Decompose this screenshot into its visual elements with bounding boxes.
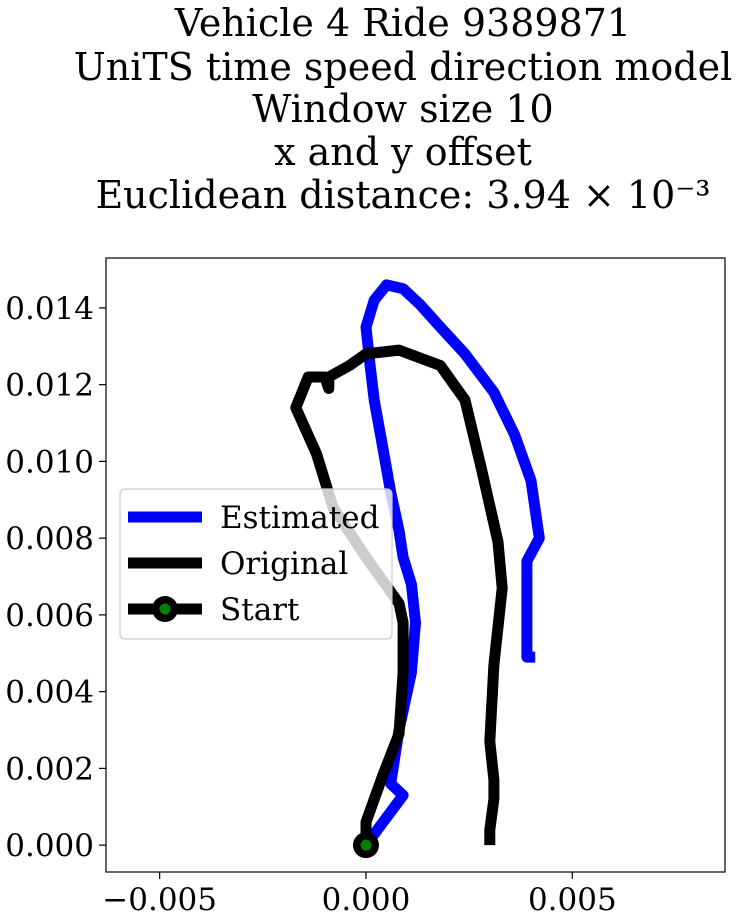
legend-label: Start xyxy=(220,592,300,628)
y-tick-label: 0.010 xyxy=(5,444,94,480)
axes-frame xyxy=(105,257,726,873)
y-tick-label: 0.006 xyxy=(5,598,94,634)
chart-title-line: UniTS time speed direction model xyxy=(74,45,733,89)
y-tick-label: 0.000 xyxy=(5,828,94,864)
y-axis: 0.000 0.002 0.004 0.006 0.008 0.010 0.012 0.014 xyxy=(5,291,106,864)
chart-title-line: x and y offset xyxy=(274,130,532,174)
chart-title-line: Window size 10 xyxy=(252,87,553,131)
x-tick-label: −0.005 xyxy=(102,882,217,918)
y-tick-label: 0.002 xyxy=(5,751,94,787)
legend-start-marker-inner xyxy=(159,603,171,615)
legend-box xyxy=(119,488,393,640)
legend-label: Estimated xyxy=(220,500,379,536)
series-line-estimated xyxy=(360,279,545,849)
y-tick-label: 0.004 xyxy=(5,675,94,711)
chart-title-line: Vehicle 4 Ride 9389871 xyxy=(174,1,631,45)
plot-lines xyxy=(290,279,545,859)
series-line-original xyxy=(290,344,508,846)
x-tick-label: 0.005 xyxy=(528,882,617,918)
legend: Estimated Original Start xyxy=(119,488,393,640)
x-tick-label: 0.000 xyxy=(322,882,411,918)
y-tick-label: 0.008 xyxy=(5,521,94,557)
y-tick-label: 0.012 xyxy=(5,368,94,404)
legend-label: Original xyxy=(220,546,348,582)
chart-title-line: Euclidean distance: 3.94 × 10⁻³ xyxy=(95,173,710,217)
x-axis: −0.005 0.000 0.005 xyxy=(102,872,617,918)
y-tick-label: 0.014 xyxy=(5,291,94,327)
start-marker-inner xyxy=(360,839,372,851)
